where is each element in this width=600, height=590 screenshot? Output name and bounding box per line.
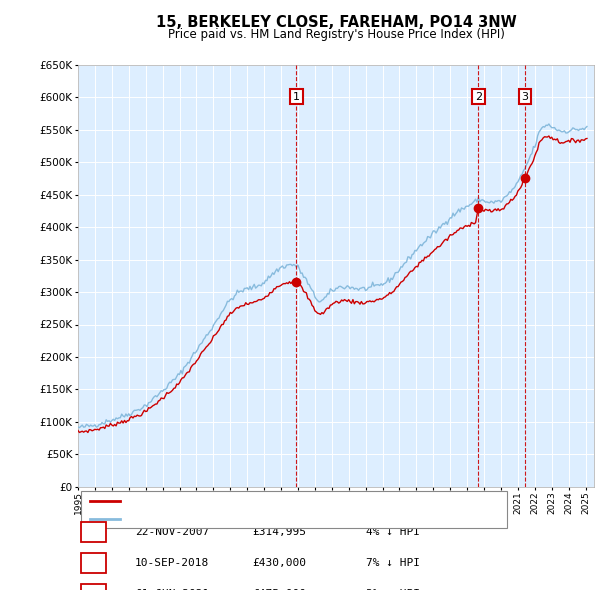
Text: 15, BERKELEY CLOSE, FAREHAM, PO14 3NW: 15, BERKELEY CLOSE, FAREHAM, PO14 3NW xyxy=(155,15,517,30)
Text: 7% ↓ HPI: 7% ↓ HPI xyxy=(366,558,420,568)
Text: 22-NOV-2007: 22-NOV-2007 xyxy=(135,527,209,537)
Text: 10-SEP-2018: 10-SEP-2018 xyxy=(135,558,209,568)
Text: 15, BERKELEY CLOSE, FAREHAM, PO14 3NW (detached house): 15, BERKELEY CLOSE, FAREHAM, PO14 3NW (d… xyxy=(126,496,449,506)
Text: £314,995: £314,995 xyxy=(252,527,306,537)
Text: HPI: Average price, detached house, Fareham: HPI: Average price, detached house, Fare… xyxy=(126,514,364,524)
Text: 3: 3 xyxy=(521,91,529,101)
Text: 4% ↓ HPI: 4% ↓ HPI xyxy=(366,527,420,537)
Text: Price paid vs. HM Land Registry's House Price Index (HPI): Price paid vs. HM Land Registry's House … xyxy=(167,28,505,41)
Text: 2: 2 xyxy=(475,91,482,101)
Text: 3% ↓ HPI: 3% ↓ HPI xyxy=(366,589,420,590)
Text: 3: 3 xyxy=(90,587,97,590)
Text: £430,000: £430,000 xyxy=(252,558,306,568)
Text: 1: 1 xyxy=(90,526,97,539)
Text: £475,000: £475,000 xyxy=(252,589,306,590)
Text: 1: 1 xyxy=(293,91,300,101)
Text: 2: 2 xyxy=(90,556,97,569)
Text: 01-JUN-2021: 01-JUN-2021 xyxy=(135,589,209,590)
